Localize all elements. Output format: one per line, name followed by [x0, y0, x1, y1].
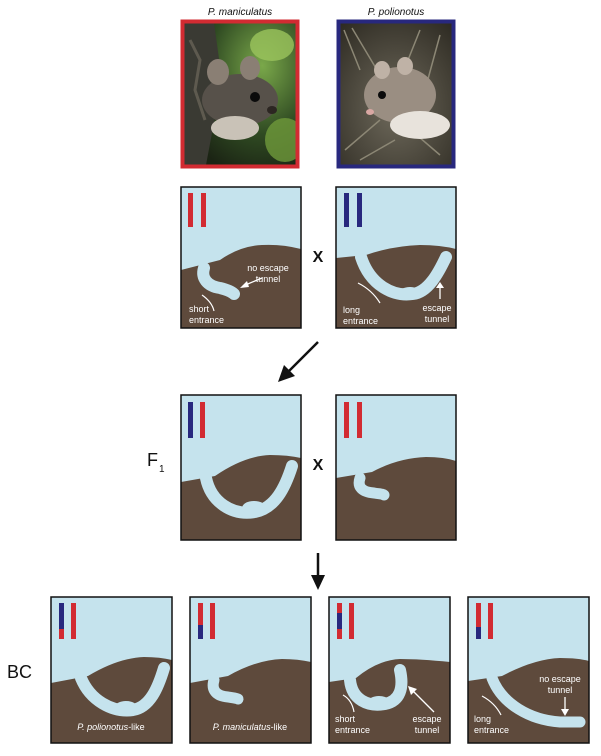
arrow-to-backcross — [311, 553, 325, 590]
annotation-escape-1: escape — [412, 714, 441, 724]
annotation-short-2: entrance — [335, 725, 370, 735]
arrow-to-f1 — [278, 341, 319, 382]
chromosome-red — [188, 193, 193, 227]
burrow-panel-bc-short-escape: short entrance escape tunnel — [328, 596, 451, 744]
chromosome-blue — [344, 193, 349, 227]
annotation-long-1: long — [343, 305, 360, 315]
burrow-panel-maniculatus-parent: no escape tunnel short entrance — [180, 186, 302, 329]
chromosome-red — [201, 193, 206, 227]
chromosome-recombinant — [476, 627, 481, 639]
annotation-no-escape-2: tunnel — [548, 685, 573, 695]
chromosome-red — [488, 603, 493, 639]
chromosome-red — [71, 603, 76, 639]
chromosome-red — [200, 402, 205, 438]
bc-label-maniculatus-like: P. maniculatus-like — [213, 722, 287, 732]
annotation-escape-1: escape — [422, 303, 451, 313]
burrow-panel-bc-maniculatus-like: P. maniculatus-like — [189, 596, 312, 744]
chromosome-recombinant — [198, 625, 203, 639]
annotation-long-2: entrance — [474, 725, 509, 735]
chromosome-recombinant — [59, 603, 64, 629]
annotation-escape-2: tunnel — [415, 725, 440, 735]
burrow-panel-polionotus-parent: long entrance escape tunnel — [335, 186, 457, 329]
generation-label-bc: BC — [7, 662, 32, 682]
annotation-long-2: entrance — [343, 316, 378, 326]
chromosome-recombinant — [476, 603, 481, 627]
burrow-panel-bc-long-no-escape: no escape tunnel long entrance — [467, 596, 590, 744]
annotation-no-escape-1: no escape — [539, 674, 581, 684]
cross-symbol-parents: X — [313, 249, 324, 266]
chromosome-recombinant — [59, 629, 64, 639]
chromosome-recombinant — [198, 603, 203, 625]
chromosome-red — [344, 402, 349, 438]
chromosome-red — [349, 603, 354, 639]
bc-label-polionotus-like: P. polionotus-like — [77, 722, 144, 732]
annotation-long-1: long — [474, 714, 491, 724]
chromosome-recombinant — [337, 603, 342, 613]
chromosome-blue — [357, 193, 362, 227]
chromosome-red — [357, 402, 362, 438]
species-label-maniculatus: P. maniculatus — [208, 7, 272, 18]
burrow-panel-maniculatus-backcross-parent — [335, 394, 457, 541]
chromosome-recombinant — [337, 629, 342, 639]
annotation-no-escape-2: tunnel — [256, 274, 281, 284]
burrow-panel-f1-hybrid — [180, 394, 302, 541]
generation-label-f1-subscript: 1 — [159, 464, 165, 475]
species-label-polionotus: P. polionotus — [368, 7, 425, 18]
annotation-short-1: short — [189, 304, 210, 314]
annotation-short-2: entrance — [189, 315, 224, 325]
annotation-short-1: short — [335, 714, 356, 724]
chromosome-red — [210, 603, 215, 639]
burrow-panel-bc-polionotus-like: P. polionotus-like — [50, 596, 173, 744]
annotation-no-escape-1: no escape — [247, 263, 289, 273]
annotation-escape-2: tunnel — [425, 314, 450, 324]
photo-maniculatus — [180, 19, 300, 169]
chromosome-blue — [188, 402, 193, 438]
photo-polionotus — [336, 19, 456, 169]
generation-label-f1: F1 — [147, 450, 165, 475]
cross-symbol-backcross: X — [313, 457, 324, 474]
chromosome-recombinant — [337, 613, 342, 629]
